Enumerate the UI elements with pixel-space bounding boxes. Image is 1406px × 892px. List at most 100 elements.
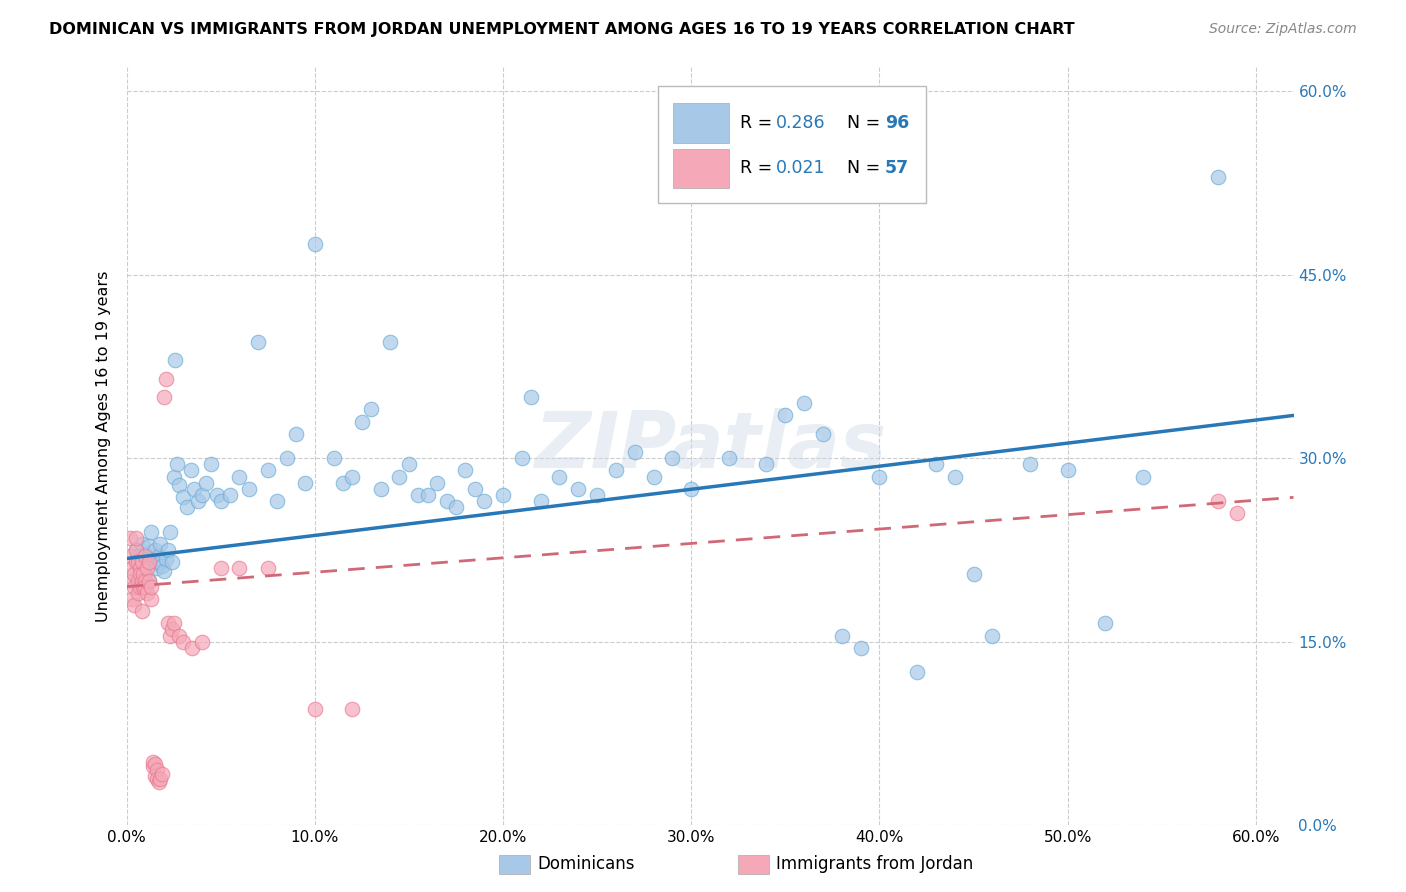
- Point: [191, 488, 214, 502]
- Point: [370, 482, 392, 496]
- Point: [925, 458, 948, 472]
- Point: [122, 567, 145, 582]
- Point: [661, 451, 683, 466]
- Point: [134, 574, 156, 588]
- Point: [142, 551, 165, 566]
- Point: [121, 561, 143, 575]
- Point: [155, 372, 177, 386]
- Point: [138, 574, 160, 588]
- Point: [436, 494, 458, 508]
- Point: [138, 574, 160, 588]
- Text: N =: N =: [837, 114, 886, 132]
- Point: [388, 469, 411, 483]
- Point: [150, 766, 173, 780]
- Point: [149, 555, 172, 569]
- Text: 0.021: 0.021: [775, 160, 825, 178]
- Point: [567, 482, 589, 496]
- Point: [176, 500, 198, 515]
- Point: [142, 759, 165, 773]
- Point: [530, 494, 553, 508]
- Point: [139, 580, 162, 594]
- Point: [238, 482, 260, 496]
- Point: [125, 543, 148, 558]
- Point: [342, 702, 364, 716]
- Point: [304, 702, 326, 716]
- Point: [136, 555, 159, 569]
- Point: [125, 531, 148, 545]
- Point: [127, 574, 149, 588]
- Point: [981, 628, 1004, 642]
- Point: [134, 561, 156, 575]
- Point: [143, 756, 166, 771]
- Point: [134, 547, 156, 561]
- Point: [128, 567, 150, 582]
- Point: [148, 775, 170, 789]
- Point: [755, 458, 778, 472]
- Point: [360, 402, 382, 417]
- Text: 57: 57: [886, 160, 910, 178]
- Point: [138, 555, 160, 569]
- Point: [127, 586, 149, 600]
- Point: [378, 334, 401, 349]
- Point: [166, 458, 188, 472]
- Point: [472, 494, 495, 508]
- Point: [194, 475, 217, 490]
- Point: [125, 543, 148, 558]
- Point: [464, 482, 486, 496]
- Point: [150, 558, 173, 573]
- Point: [128, 555, 150, 569]
- FancyBboxPatch shape: [672, 103, 728, 143]
- Point: [209, 494, 232, 508]
- Point: [145, 772, 167, 786]
- Point: [167, 478, 190, 492]
- Point: [586, 488, 609, 502]
- Point: [142, 755, 165, 769]
- FancyBboxPatch shape: [672, 149, 728, 188]
- Text: Immigrants from Jordan: Immigrants from Jordan: [776, 855, 973, 873]
- Point: [121, 574, 143, 588]
- Point: [187, 494, 209, 508]
- Point: [122, 598, 145, 612]
- Point: [128, 561, 150, 575]
- Point: [148, 549, 170, 563]
- Point: [304, 237, 326, 252]
- Point: [162, 616, 184, 631]
- Point: [191, 634, 214, 648]
- Point: [276, 451, 298, 466]
- Text: DOMINICAN VS IMMIGRANTS FROM JORDAN UNEMPLOYMENT AMONG AGES 16 TO 19 YEARS CORRE: DOMINICAN VS IMMIGRANTS FROM JORDAN UNEM…: [49, 22, 1074, 37]
- Point: [138, 539, 160, 553]
- Point: [120, 531, 142, 545]
- Point: [350, 415, 373, 429]
- Point: [136, 561, 159, 575]
- Point: [143, 769, 166, 783]
- Point: [342, 469, 364, 483]
- Point: [162, 469, 184, 483]
- Point: [156, 543, 179, 558]
- Point: [266, 494, 288, 508]
- Point: [139, 524, 162, 539]
- Point: [143, 543, 166, 558]
- Point: [149, 772, 172, 786]
- Point: [943, 469, 966, 483]
- Point: [416, 488, 439, 502]
- Point: [426, 475, 449, 490]
- Point: [398, 458, 420, 472]
- Point: [811, 426, 834, 441]
- Point: [156, 616, 179, 631]
- Point: [905, 665, 928, 680]
- Point: [454, 463, 477, 477]
- Point: [125, 555, 148, 569]
- Point: [145, 561, 167, 575]
- Point: [408, 488, 430, 502]
- Point: [284, 426, 307, 441]
- Point: [849, 640, 872, 655]
- Point: [962, 567, 984, 582]
- Point: [548, 469, 571, 483]
- Text: 0.286: 0.286: [775, 114, 825, 132]
- Point: [205, 488, 228, 502]
- Point: [868, 469, 890, 483]
- Point: [1056, 463, 1078, 477]
- Point: [172, 634, 194, 648]
- Point: [681, 482, 703, 496]
- Point: [127, 549, 149, 563]
